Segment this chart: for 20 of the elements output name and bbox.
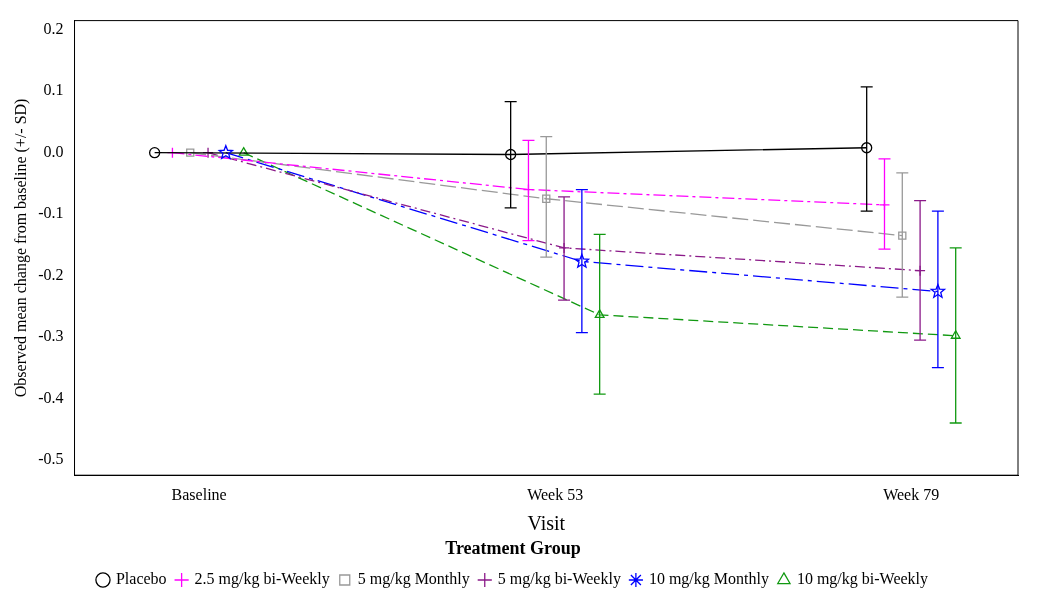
legend-label: Placebo — [115, 570, 167, 588]
x-tick-label: Week 79 — [883, 486, 940, 503]
y-tick-label: -0.4 — [38, 388, 64, 406]
y-tick-label: 0.0 — [43, 142, 64, 160]
legend-label: 2.5 mg/kg bi-Weekly — [194, 570, 330, 589]
y-tick-label: -0.2 — [38, 265, 64, 283]
legend-label: 5 mg/kg Monthly — [357, 570, 470, 589]
legend-title: Treatment Group — [445, 538, 581, 559]
y-tick-label: 0.2 — [43, 20, 64, 38]
y-axis-title: Observed mean change from baseline (+/- SD) — [11, 98, 30, 398]
legend-label: 10 mg/kg Monthly — [648, 570, 769, 589]
y-tick-label: 0.1 — [43, 81, 64, 99]
y-tick-label: -0.3 — [38, 327, 64, 345]
x-tick-label: Week 53 — [527, 486, 584, 503]
legend-label: 10 mg/kg bi-Weekly — [796, 570, 929, 589]
y-tick-label: -0.1 — [38, 204, 64, 222]
x-axis-title: Visit — [527, 511, 566, 534]
y-tick-label: -0.5 — [38, 450, 64, 468]
legend-label: 5 mg/kg bi-Weekly — [497, 570, 621, 589]
x-tick-label: Baseline — [171, 486, 227, 503]
